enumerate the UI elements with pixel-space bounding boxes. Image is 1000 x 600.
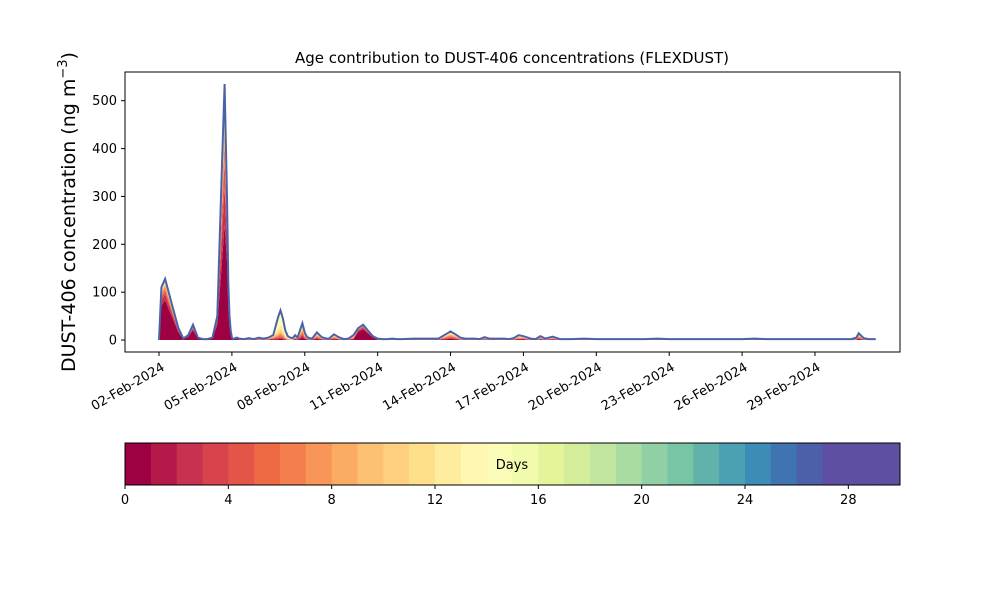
- y-tick-label: 0: [109, 334, 117, 349]
- age-layer-1: [159, 186, 876, 341]
- colorbar-bin: [228, 443, 255, 485]
- colorbar-tick-label: 20: [633, 493, 650, 508]
- x-tick-label: 02-Feb-2024: [89, 360, 168, 414]
- age-layer-6: [159, 101, 876, 341]
- age-layer-7: [159, 84, 876, 341]
- colorbar-bin: [719, 443, 746, 485]
- y-axis-label-main: DUST-406 concentration (ng m: [58, 79, 80, 372]
- y-tick-label: 300: [92, 190, 117, 205]
- colorbar-bin: [460, 443, 488, 485]
- colorbar-bin: [383, 443, 410, 485]
- colorbar-bin: [512, 443, 539, 485]
- age-layer-3: [159, 140, 876, 341]
- colorbar-tick-label: 24: [737, 493, 754, 508]
- colorbar-bin: [435, 443, 462, 485]
- y-axis-label-close: ): [58, 52, 80, 59]
- colorbar-bin: [331, 443, 358, 485]
- colorbar-bin: [357, 443, 384, 485]
- x-tick-label: 14-Feb-2024: [380, 360, 459, 414]
- x-tick-label: 26-Feb-2024: [672, 360, 751, 414]
- colorbar-bin: [409, 443, 436, 485]
- x-tick-label: 29-Feb-2024: [745, 360, 824, 414]
- colorbar-bin: [745, 443, 772, 485]
- colorbar-tick-label: 16: [530, 493, 547, 508]
- colorbar-bin: [770, 443, 798, 485]
- colorbar-bin: [280, 443, 307, 485]
- colorbar-tick-label: 8: [328, 493, 336, 508]
- colorbar-bin: [564, 443, 591, 485]
- x-tick-label: 17-Feb-2024: [453, 360, 532, 414]
- total-concentration-line: [158, 83, 876, 341]
- colorbar-axis: 0 4 8 12 16 20 24 28: [121, 485, 857, 508]
- age-layer-0: [159, 224, 876, 341]
- y-axis-label-superscript: −3: [56, 59, 71, 78]
- colorbar-bin: [796, 443, 823, 485]
- colorbar-tick-label: 0: [121, 493, 129, 508]
- y-tick-label: 400: [92, 142, 117, 157]
- y-axis: 0 100 200 300 400 500: [92, 94, 125, 349]
- colorbar-label: Days: [496, 458, 529, 473]
- colorbar-bin: [874, 443, 901, 485]
- colorbar-tick-label: 12: [427, 493, 444, 508]
- colorbar-bin: [590, 443, 617, 485]
- colorbar-tick-label: 4: [224, 493, 232, 508]
- x-tick-label: 23-Feb-2024: [599, 360, 678, 414]
- colorbar-bin: [667, 443, 694, 485]
- x-tick-label: 05-Feb-2024: [162, 360, 241, 414]
- y-tick-label: 100: [92, 286, 117, 301]
- x-tick-label: 08-Feb-2024: [235, 360, 314, 414]
- colorbar-bin: [693, 443, 720, 485]
- age-layer-4: [159, 124, 876, 341]
- colorbar-bin: [202, 443, 229, 485]
- svg-text:DUST-406 concentration (ng m−3: DUST-406 concentration (ng m−3): [56, 52, 80, 372]
- colorbar-bin: [641, 443, 668, 485]
- y-axis-label: DUST-406 concentration (ng m−3): [56, 52, 80, 372]
- y-tick-label: 200: [92, 238, 117, 253]
- y-tick-label: 500: [92, 94, 117, 109]
- plot-frame: [124, 71, 901, 353]
- colorbar-bin: [125, 443, 152, 485]
- age-layer-5: [159, 112, 876, 341]
- colorbar-bin: [254, 443, 281, 485]
- colorbar-bin: [150, 443, 178, 485]
- x-tick-label: 20-Feb-2024: [526, 360, 605, 414]
- colorbar: [125, 443, 901, 485]
- plot-area: [158, 83, 876, 341]
- colorbar-bin: [848, 443, 875, 485]
- age-layer-2: [159, 160, 876, 341]
- colorbar-bin: [176, 443, 203, 485]
- colorbar-bin: [538, 443, 565, 485]
- colorbar-bin: [822, 443, 849, 485]
- colorbar-bin: [615, 443, 643, 485]
- colorbar-bin: [486, 443, 513, 485]
- x-tick-label: 11-Feb-2024: [308, 360, 387, 414]
- x-axis: 02-Feb-202405-Feb-202408-Feb-202411-Feb-…: [89, 352, 823, 414]
- colorbar-bin: [305, 443, 333, 485]
- colorbar-tick-label: 28: [840, 493, 857, 508]
- colorbar-frame: [124, 442, 901, 486]
- chart-title: Age contribution to DUST-406 concentrati…: [295, 49, 729, 67]
